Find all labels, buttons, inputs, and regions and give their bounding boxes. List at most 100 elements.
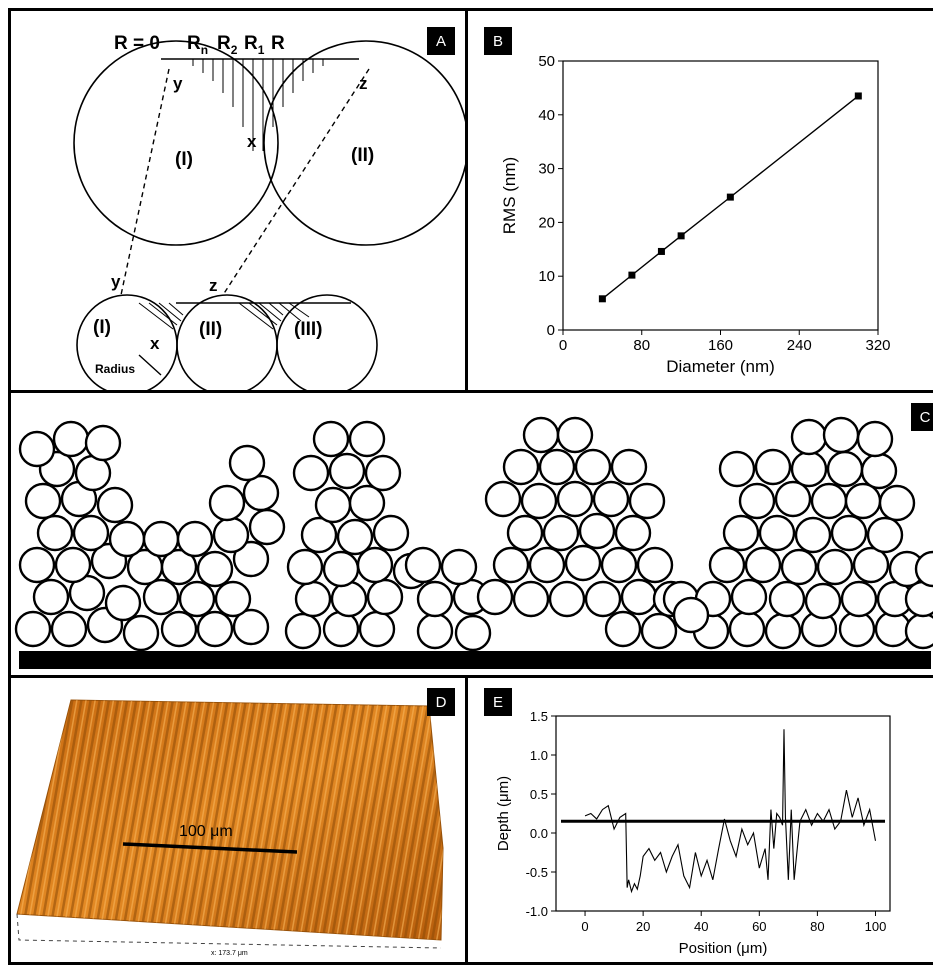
scale-bar [122,842,298,854]
y-tick-label: 1.5 [530,709,548,724]
nanoparticle-sphere [348,484,386,522]
nanoparticle-sphere [50,610,88,648]
nanoparticle-sphere [84,424,122,462]
nanoparticle-sphere [358,610,396,648]
nanoparticle-sphere [822,416,860,454]
nanoparticle-sphere [300,516,338,554]
nanoparticle-sphere [764,612,802,650]
x-extent-label: x: 173.7 μm [211,950,248,957]
nanoparticle-sphere [176,520,214,558]
nanoparticle-sphere [548,580,586,618]
nanoparticle-sphere [232,608,270,646]
nanoparticle-sphere [708,546,746,584]
nanoparticle-sphere [54,546,92,584]
nanoparticle-sphere [578,512,616,550]
label-ii-bottom: (II) [199,319,222,340]
nanoparticle-sphere [196,550,234,588]
panel-c: C [8,390,933,678]
nanoparticle-sphere [744,546,782,584]
rms-data-point [657,247,665,255]
rms-series-line [601,95,859,300]
x-axis-label: Position (μm) [679,940,768,957]
nanoparticle-sphere [14,610,52,648]
nanoparticle-sphere [286,548,324,586]
nanoparticle-sphere [214,580,252,618]
nanoparticle-sphere [404,546,442,584]
panel-d: D 100 μm x: 173.7 μm [8,675,468,965]
label-i-bottom: (I) [93,317,111,338]
nanoparticle-sphere [284,612,322,650]
nanoparticle-sphere [816,548,854,586]
nanoparticle-sphere [600,546,638,584]
nanoparticle-sphere [722,514,760,552]
nanoparticle-sphere [72,514,110,552]
nanoparticle-sphere [728,610,766,648]
y-tick-label: 40 [538,107,555,124]
nanoparticle-sphere [484,480,522,518]
nanoparticle-sphere [294,580,332,618]
x-tick-label: 240 [787,337,812,354]
nanoparticle-sphere [160,548,198,586]
nanoparticle-sphere [754,448,792,486]
nanoparticle-sphere [18,430,56,468]
nanoparticle-sphere [212,516,250,554]
svg-text:R: R [271,33,285,54]
y-tick-label: 20 [538,214,555,231]
y-tick-label: 10 [538,268,555,285]
panel-c-label: C [911,403,933,431]
point-y-top: y [173,74,183,93]
rms-data-point [726,193,734,201]
nanoparticle-sphere [574,448,612,486]
nanoparticle-sphere [36,514,74,552]
nanoparticle-sphere [904,612,933,650]
y-tick-label: 0.0 [530,826,548,841]
nanoparticle-sphere [242,474,280,512]
nanoparticle-sphere [628,482,666,520]
nanoparticle-sphere [556,416,594,454]
nanoparticle-sphere [564,544,602,582]
nanoparticle-sphere [372,514,410,552]
label-ii-top: (II) [351,145,374,166]
nanoparticle-sphere [416,612,454,650]
x-tick-label: 20 [636,919,650,934]
x-tick-label: 0 [581,919,588,934]
nanoparticle-sphere [860,452,898,490]
nanoparticle-sphere [142,520,180,558]
nanoparticle-sphere [804,582,842,620]
nanoparticle-sphere [142,578,180,616]
radius-label: Radius [95,362,135,376]
nanoparticle-sphere [718,450,756,488]
nanoparticle-sphere [730,578,768,616]
y-tick-label: -0.5 [526,865,548,880]
nanoparticle-sphere [838,610,876,648]
nanoparticle-sphere [24,482,62,520]
rms-data-point [598,295,606,303]
nanoparticle-sphere [104,584,142,622]
nanoparticle-sphere [522,416,560,454]
panel-e: E 0 20 40 60 80 100 -1.0 -0.5 0.0 0.5 1.0 1.5 Positi… [465,675,933,965]
nanoparticle-sphere [592,480,630,518]
nanoparticle-sphere [826,450,864,488]
nanoparticle-sphere [556,480,594,518]
nanoparticle-sphere [866,516,904,554]
y-axis-label: RMS (nm) [500,157,519,234]
nanoparticle-sphere [878,484,916,522]
nanoparticle-sphere [584,580,622,618]
y-axis-label: Depth (μm) [495,776,512,851]
svg-text:R1: R1 [244,33,265,57]
nanoparticle-sphere [538,448,576,486]
nanoparticle-sphere [416,580,454,618]
nanoparticle-sphere [330,580,368,618]
point-x-bottom: x [150,334,160,353]
nanoparticle-sphere [520,482,558,520]
plot-frame [555,715,891,912]
nanoparticle-sphere [228,444,266,482]
panel-a-label: A [427,27,455,55]
nanoparticle-sphere [440,548,478,586]
packing-schematic: R = 0 Rn R2 R1 R y x z y z x (I) (II) (I… [73,33,465,390]
sphere-ii-top [263,40,465,246]
x-tick-label: 80 [633,337,650,354]
nanoparticle-sphere [108,520,146,558]
nanoparticle-sphere [528,546,566,584]
y-tick-label: 1.0 [530,748,548,763]
